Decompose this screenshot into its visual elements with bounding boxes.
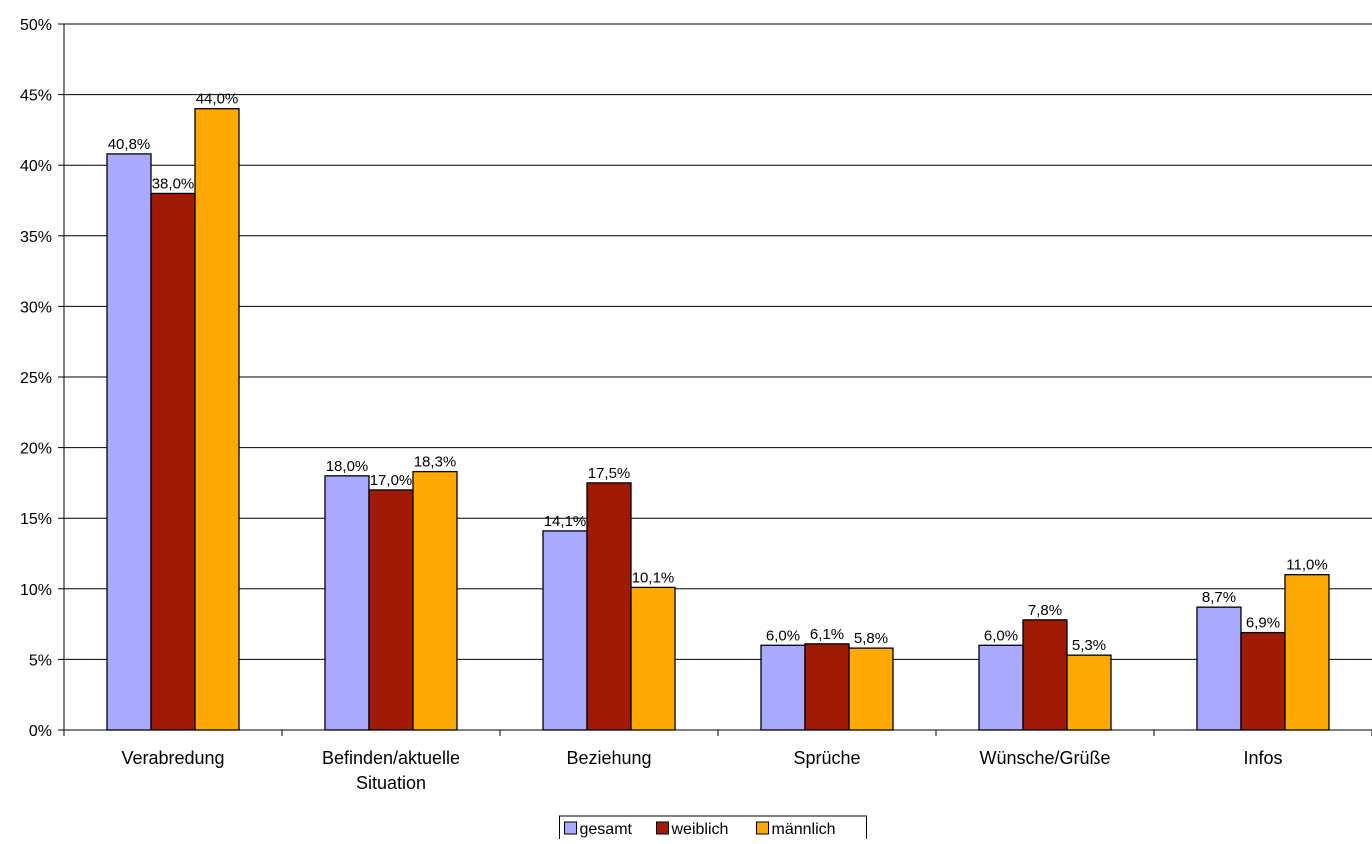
x-category-label: Infos xyxy=(1243,748,1282,768)
y-tick-label: 35% xyxy=(20,229,52,246)
bars xyxy=(106,108,1330,731)
data-label: 10,1% xyxy=(632,569,675,586)
bar-männlich-5 xyxy=(1284,574,1330,731)
data-label: 5,3% xyxy=(1072,637,1106,654)
data-label: 17,5% xyxy=(588,465,631,482)
y-tick-label: 15% xyxy=(20,511,52,528)
data-label: 11,0% xyxy=(1286,557,1327,574)
legend-box xyxy=(559,815,867,841)
x-category-label: Sprüche xyxy=(793,748,860,768)
bar-weiblich-1 xyxy=(368,489,414,731)
data-label: 38,0% xyxy=(152,175,195,192)
data-label: 18,0% xyxy=(326,458,369,475)
data-label: 5,8% xyxy=(854,630,888,647)
legend-swatch xyxy=(564,821,577,835)
bar-männlich-0 xyxy=(194,108,240,731)
bar-weiblich-4 xyxy=(1022,619,1068,731)
y-tick-label: 40% xyxy=(20,158,52,175)
legend-label: gesamt xyxy=(580,821,633,838)
data-label: 6,0% xyxy=(984,627,1018,644)
y-tick-label: 50% xyxy=(20,17,52,34)
legend: gesamt weiblich männlich xyxy=(559,815,867,841)
y-tick-label: 10% xyxy=(20,582,52,599)
bar-männlich-2 xyxy=(630,586,676,731)
bar-gesamt-2 xyxy=(542,530,588,731)
y-tick-label: 5% xyxy=(29,652,52,669)
data-label: 6,9% xyxy=(1246,615,1280,632)
axes: 0% 5% 10% 15% 20% 25% 30% 35% 40% 45% 50% Verabredu… xyxy=(20,17,1372,793)
bar-männlich-4 xyxy=(1066,654,1112,731)
legend-swatch xyxy=(656,821,669,835)
y-tick-label: 25% xyxy=(20,370,52,387)
y-tick-label: 30% xyxy=(20,299,52,316)
bar-weiblich-0 xyxy=(150,192,196,731)
data-label: 8,7% xyxy=(1202,589,1236,606)
bar-gesamt-3 xyxy=(760,644,806,731)
x-category-label: Verabredung xyxy=(121,748,224,768)
legend-label: männlich xyxy=(772,821,836,838)
bar-weiblich-2 xyxy=(586,482,632,731)
data-labels: 40,8% 38,0% 44,0% 18,0%17,0%18,3% 14,1% 17,5%… xyxy=(108,91,1328,654)
bar-gesamt-5 xyxy=(1196,606,1242,731)
gridlines xyxy=(64,23,1372,660)
x-category-label: Wünsche/Grüße xyxy=(979,748,1110,768)
y-tick-label: 20% xyxy=(20,441,52,458)
data-label: 17,0% xyxy=(370,472,413,489)
data-label: 6,0% xyxy=(766,627,800,644)
x-category-label: Befinden/aktuelle xyxy=(322,748,460,768)
x-category-label: Beziehung xyxy=(566,748,651,768)
data-label: 6,1% xyxy=(810,626,844,643)
legend-swatch xyxy=(756,821,769,835)
bar-gesamt-4 xyxy=(978,644,1024,731)
bar-gesamt-1 xyxy=(324,475,370,731)
bar-männlich-3 xyxy=(848,647,894,731)
y-tick-label: 0% xyxy=(29,723,52,740)
data-label: 14,1% xyxy=(544,513,587,530)
bar-weiblich-3 xyxy=(804,643,850,731)
x-category-label: Situation xyxy=(356,773,426,793)
bar-weiblich-5 xyxy=(1240,631,1286,731)
data-label: 7,8% xyxy=(1028,602,1062,619)
legend-label: weiblich xyxy=(671,821,729,838)
data-label: 18,3% xyxy=(414,454,457,471)
bar-gesamt-0 xyxy=(106,153,152,731)
y-tick-label: 45% xyxy=(20,88,52,105)
data-label: 40,8% xyxy=(108,136,151,153)
bar-männlich-1 xyxy=(412,470,458,731)
data-label: 44,0% xyxy=(196,91,239,108)
